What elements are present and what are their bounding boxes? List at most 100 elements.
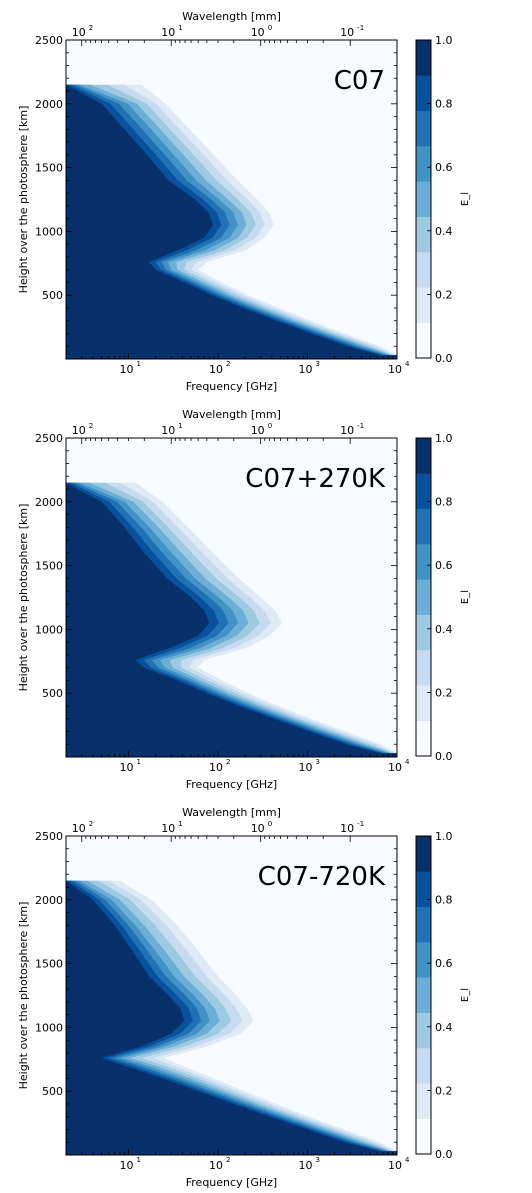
colorbar-segment	[416, 942, 431, 978]
x-tick-label: 10	[388, 761, 402, 774]
x2-tick-label: 10	[251, 822, 265, 835]
x-tick-exponent: 3	[316, 360, 320, 368]
colorbar-segment	[416, 836, 431, 872]
x2-tick-label: 10	[340, 26, 354, 39]
colorbar-segment	[416, 906, 431, 943]
x2-tick-exponent: 2	[89, 24, 93, 32]
y-tick-label: 1500	[35, 560, 63, 573]
colorbar-tick-label: 0.8	[435, 98, 453, 111]
x-tick-label: 10	[209, 363, 223, 376]
y-axis-label: Height over the photosphere [km]	[17, 902, 30, 1090]
colorbar-segment	[416, 1118, 431, 1155]
x2-tick-exponent: 0	[268, 24, 272, 32]
y-tick-label: 1500	[35, 958, 63, 971]
colorbar-tick-label: 0.2	[435, 1084, 453, 1097]
y-axis-label: Height over the photosphere [km]	[17, 106, 30, 294]
colorbar-frame	[415, 437, 432, 757]
x2-tick-label: 10	[340, 424, 354, 437]
colorbar-tick-label: 0.4	[435, 225, 453, 238]
y-tick-label: 500	[42, 1085, 63, 1098]
colorbar-segment	[416, 650, 431, 686]
x-tick-exponent: 3	[316, 758, 320, 766]
colorbar-segment	[416, 614, 431, 651]
plot-frame	[65, 39, 398, 360]
x2-tick-label: 10	[340, 822, 354, 835]
x2-tick-label: 10	[161, 822, 175, 835]
x-tick-exponent: 1	[137, 758, 141, 766]
x-axis-label: Frequency [GHz]	[186, 380, 277, 393]
x2-tick-exponent: -1	[357, 422, 364, 430]
colorbar-segment	[416, 1012, 431, 1049]
x-tick-label: 10	[209, 1159, 223, 1172]
x-tick-label: 10	[299, 1159, 313, 1172]
colorbar-segment	[416, 685, 431, 721]
x2-tick-exponent: -1	[357, 24, 364, 32]
colorbar-segment	[416, 473, 431, 509]
colorbar-segment	[416, 720, 431, 757]
colorbar-tick-label: 0.6	[435, 559, 453, 572]
y-tick-label: 2500	[35, 34, 63, 47]
colorbar-tick-label: 0.2	[435, 288, 453, 301]
colorbar-tick-label: 1.0	[435, 830, 453, 843]
x2-axis-label: Wavelength [mm]	[182, 408, 281, 421]
colorbar-segment	[416, 579, 431, 615]
x-tick-label: 10	[120, 761, 134, 774]
plot-frame	[65, 437, 398, 758]
y-tick-label: 2500	[35, 432, 63, 445]
colorbar-segment	[416, 110, 431, 147]
y-tick-label: 500	[42, 687, 63, 700]
x-tick-exponent: 2	[226, 360, 230, 368]
colorbar-tick-label: 1.0	[435, 34, 453, 47]
colorbar-label: E_l	[460, 988, 471, 1002]
colorbar-frame	[415, 39, 432, 359]
y-tick-label: 2000	[35, 894, 63, 907]
x-tick-label: 10	[120, 1159, 134, 1172]
colorbar-tick-label: 0.4	[435, 623, 453, 636]
x-tick-label: 10	[388, 363, 402, 376]
colorbar-tick-label: 0.8	[435, 496, 453, 509]
x2-tick-label: 10	[72, 822, 86, 835]
contour-layers	[66, 84, 397, 359]
x-tick-exponent: 3	[316, 1156, 320, 1164]
x2-tick-exponent: 1	[178, 24, 182, 32]
x-tick-label: 10	[299, 363, 313, 376]
y-tick-label: 2000	[35, 496, 63, 509]
colorbar-segment	[416, 287, 431, 323]
colorbar-tick-label: 0.0	[435, 352, 453, 365]
y-tick-label: 1000	[35, 623, 63, 636]
colorbar-tick-label: 0.2	[435, 686, 453, 699]
y-tick-label: 1000	[35, 1021, 63, 1034]
colorbar-segment	[416, 252, 431, 288]
colorbar-segment	[416, 438, 431, 474]
colorbar-tick-label: 1.0	[435, 432, 453, 445]
x-tick-exponent: 4	[405, 360, 410, 368]
x2-tick-label: 10	[251, 424, 265, 437]
x2-tick-label: 10	[161, 424, 175, 437]
colorbar-segment	[416, 1083, 431, 1119]
colorbar-segment	[416, 40, 431, 76]
x-tick-exponent: 1	[137, 360, 141, 368]
colorbar-segment	[416, 216, 431, 253]
x2-tick-label: 10	[161, 26, 175, 39]
contour-layers	[66, 880, 397, 1155]
x-axis-label: Frequency [GHz]	[186, 1176, 277, 1189]
colorbar-segment	[416, 181, 431, 217]
colorbar-segment	[416, 322, 431, 359]
panel-title: C07	[334, 66, 385, 96]
colorbar-segment	[416, 1048, 431, 1084]
x2-tick-label: 10	[251, 26, 265, 39]
y-tick-label: 2000	[35, 98, 63, 111]
x-tick-exponent: 4	[405, 1156, 410, 1164]
colorbar-tick-label: 0.6	[435, 957, 453, 970]
x2-tick-exponent: 2	[89, 820, 93, 828]
x-axis-label: Frequency [GHz]	[186, 778, 277, 791]
x-tick-label: 10	[299, 761, 313, 774]
x2-tick-exponent: 1	[178, 820, 182, 828]
x2-tick-exponent: -1	[357, 820, 364, 828]
plot-frame	[65, 835, 398, 1156]
panel-title: C07-720K	[258, 862, 386, 892]
x-tick-exponent: 1	[137, 1156, 141, 1164]
contour-band	[66, 482, 397, 757]
